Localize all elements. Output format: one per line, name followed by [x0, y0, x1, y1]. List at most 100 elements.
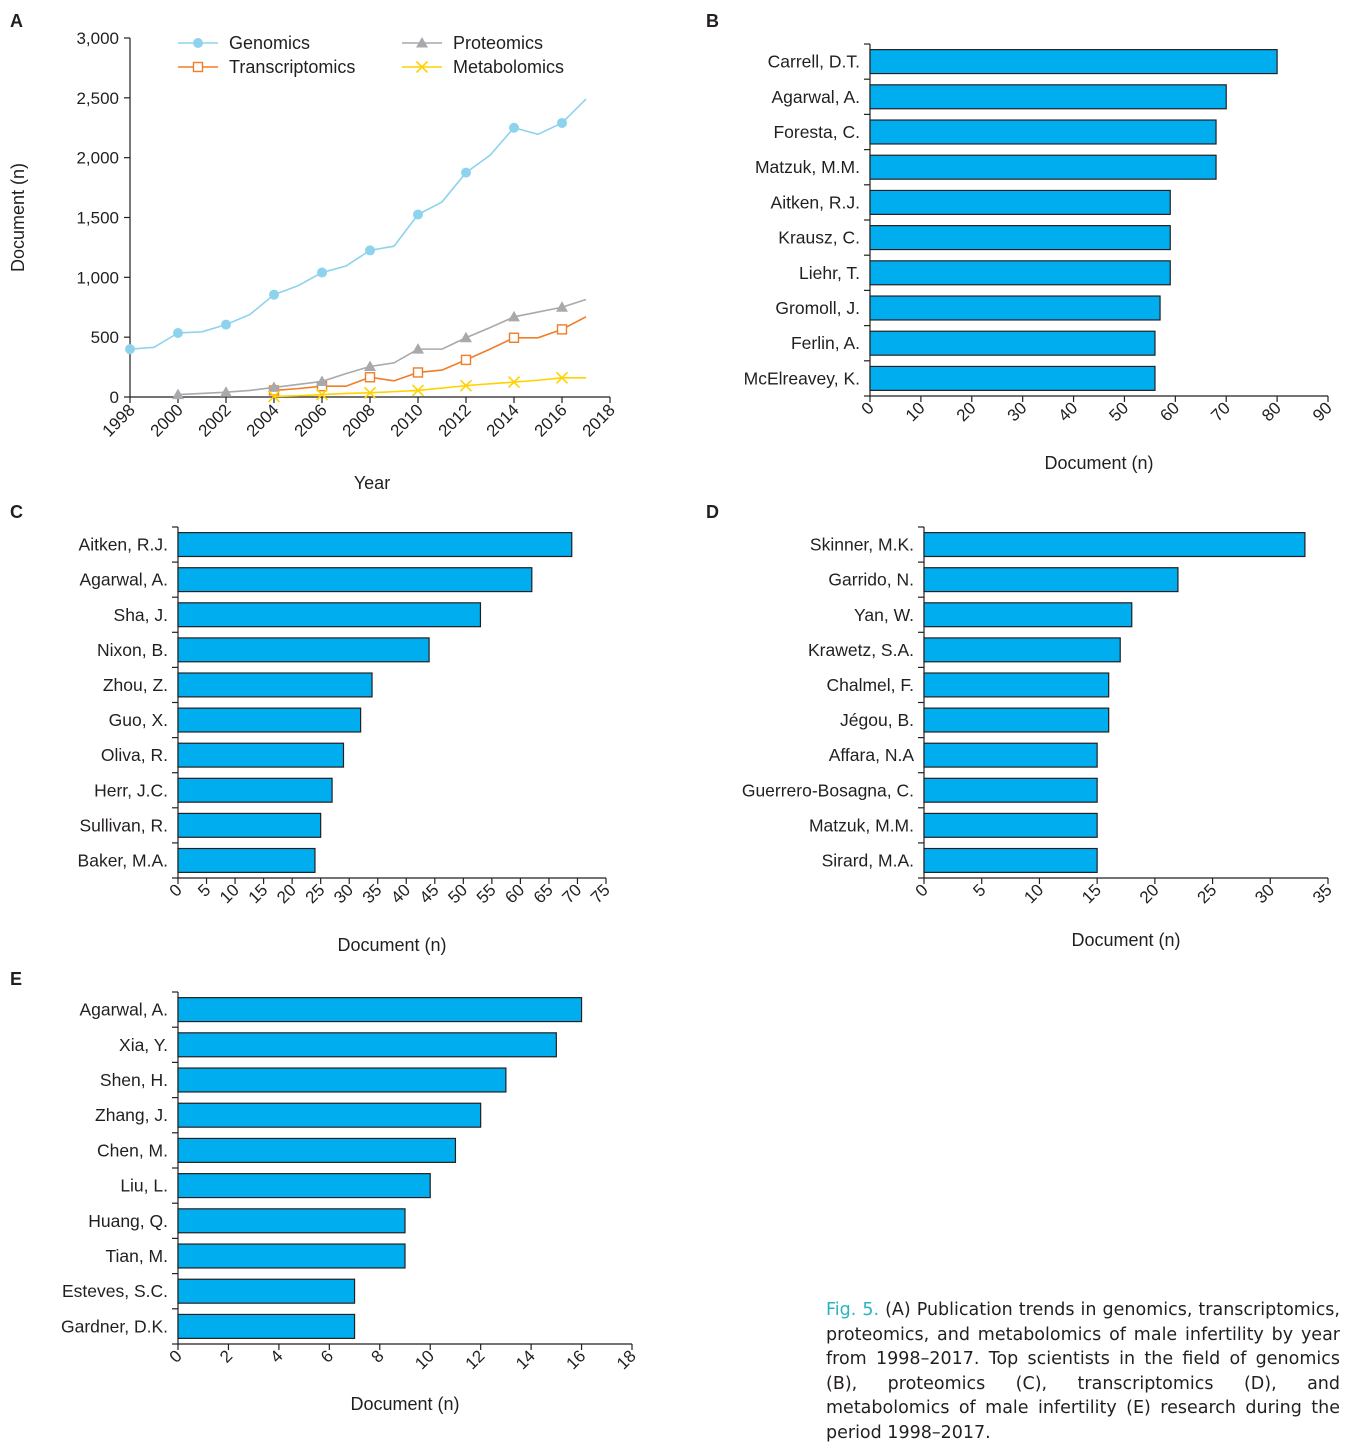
category-label: Garrido, N.	[828, 570, 914, 590]
x-tick-label: 50	[444, 880, 471, 907]
bar	[923, 707, 1110, 733]
x-tick-label: 15	[1078, 880, 1105, 907]
x-tick-label: 80	[1258, 398, 1285, 425]
data-point	[556, 301, 568, 312]
bar	[177, 637, 430, 663]
bar	[869, 295, 1161, 321]
bar	[923, 742, 1098, 768]
bar	[177, 1067, 507, 1093]
data-point	[509, 122, 519, 133]
x-tick-label: 2016	[531, 400, 571, 440]
x-tick-label: 2002	[195, 400, 235, 440]
category-label: Gardner, D.K.	[61, 1316, 168, 1336]
x-tick-label: 75	[587, 880, 614, 907]
y-tick-label: 1,000	[76, 268, 119, 287]
panel-letter-a: A	[10, 11, 23, 31]
data-point	[508, 332, 520, 343]
x-axis-title: Year	[354, 473, 390, 493]
data-point	[460, 331, 472, 343]
x-tick-label: 1998	[99, 400, 139, 440]
bar	[923, 847, 1098, 873]
x-tick-label: 2004	[243, 400, 283, 440]
y-tick-label: 2,000	[76, 149, 119, 168]
data-point-stroke	[415, 60, 429, 74]
category-label: Liu, L.	[120, 1176, 168, 1196]
data-point	[460, 354, 472, 366]
data-point	[416, 37, 428, 48]
category-label: Herr, J.C.	[94, 780, 168, 800]
x-tick-label: 12	[462, 1346, 489, 1373]
data-point	[316, 375, 328, 386]
bar	[869, 49, 1278, 75]
x-tick-label: 4	[267, 1346, 287, 1366]
figure-caption: Fig. 5. (A) Publication trends in genomi…	[826, 1298, 1340, 1445]
x-tick-label: 70	[558, 880, 585, 907]
x-tick-label: 2	[216, 1346, 236, 1366]
x-tick-label: 30	[330, 880, 357, 907]
data-point	[508, 310, 520, 322]
x-tick-label: 2012	[435, 400, 475, 440]
category-label: Carrell, D.T.	[768, 52, 860, 72]
legend-item: Proteomics	[402, 33, 543, 53]
panel-e-bar-chart: Agarwal, A. Xia, Y. Shen, H. Zhang, J. Chen,…	[61, 991, 640, 1414]
x-axis-title: Document (n)	[337, 935, 446, 955]
x-tick-label: 5	[194, 880, 214, 900]
category-label: Matzuk, M.M.	[755, 157, 860, 177]
x-tick-label: 2014	[483, 400, 523, 440]
category-label: Xia, Y.	[119, 1035, 168, 1055]
bar	[177, 742, 345, 768]
bar	[869, 260, 1171, 286]
data-point	[192, 61, 204, 73]
legend-label: Transcriptomics	[229, 57, 355, 77]
data-point	[555, 371, 569, 384]
data-point-stroke	[267, 390, 281, 403]
category-label: Nixon, B.	[97, 640, 168, 660]
x-tick-label: 30	[1004, 398, 1031, 425]
bar	[869, 365, 1156, 391]
x-tick-label: 16	[563, 1346, 590, 1373]
y-axis-title: Document (n)	[8, 163, 28, 272]
category-label: Jégou, B.	[840, 710, 914, 730]
x-tick-label: 45	[416, 880, 443, 907]
x-tick-label: 2000	[147, 400, 187, 440]
category-label: Tian, M.	[105, 1246, 168, 1266]
x-tick-label: 25	[302, 880, 329, 907]
x-tick-label: 20	[1136, 880, 1163, 907]
bar	[177, 1243, 406, 1269]
data-point	[415, 60, 429, 74]
series-line	[273, 377, 586, 398]
category-label: McElreavey, K.	[744, 368, 860, 388]
panel-letter-e: E	[10, 969, 22, 989]
data-point	[412, 367, 424, 378]
category-label: Skinner, M.K.	[810, 535, 914, 555]
bar	[177, 567, 533, 593]
series-genomics	[125, 98, 587, 355]
category-label: Shen, H.	[100, 1070, 168, 1090]
data-point-stroke	[507, 375, 521, 389]
data-point	[364, 372, 376, 383]
x-tick-label: 14	[512, 1346, 539, 1373]
legend-label: Proteomics	[453, 33, 543, 53]
category-label: Aitken, R.J.	[79, 535, 168, 555]
panel-letter-c: C	[10, 502, 23, 522]
bar	[177, 1102, 482, 1128]
bar	[177, 1137, 457, 1163]
data-point	[363, 386, 377, 399]
category-label: Matzuk, M.M.	[809, 815, 914, 835]
data-point	[315, 388, 329, 401]
data-point	[125, 344, 135, 355]
category-label: Gromoll, J.	[775, 298, 860, 318]
bar	[923, 637, 1121, 663]
category-label: Agarwal, A.	[79, 1000, 168, 1020]
x-tick-label: 2006	[291, 400, 331, 440]
x-tick-label: 20	[953, 398, 980, 425]
x-tick-label: 40	[1055, 398, 1082, 425]
data-point	[461, 167, 471, 178]
category-label: Chen, M.	[97, 1140, 168, 1160]
series-line	[177, 298, 587, 396]
data-point	[269, 289, 279, 300]
category-label: Chalmel, F.	[826, 675, 914, 695]
category-label: Baker, M.A.	[78, 850, 168, 870]
x-tick-label: 70	[1207, 398, 1234, 425]
x-tick-label: 50	[1105, 398, 1132, 425]
